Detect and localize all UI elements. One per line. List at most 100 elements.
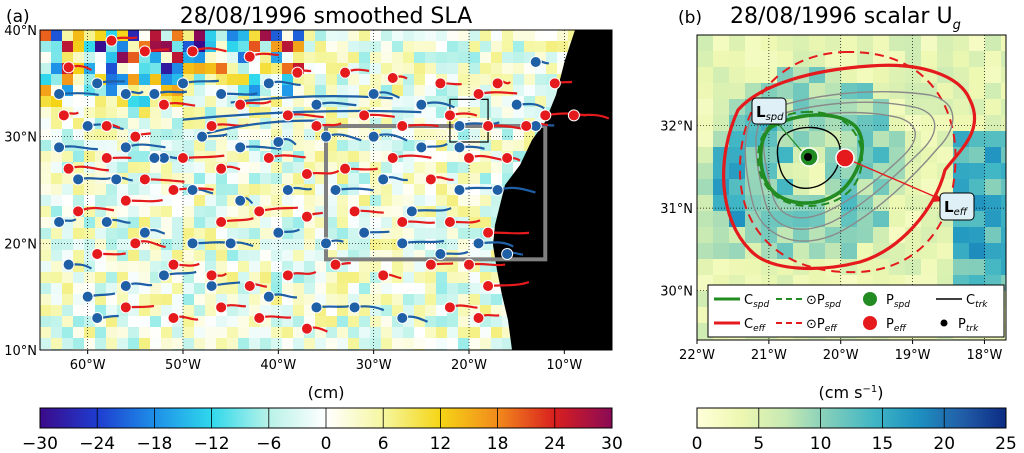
sla-cell [139,327,151,339]
sla-cell [436,327,448,339]
speed-cell [857,35,874,52]
sla-cell [403,129,415,141]
sla-cell [238,151,250,163]
sla-cell [447,41,459,53]
sla-cell [62,327,74,339]
sla-cell [216,195,228,207]
sla-cell [161,283,173,295]
sla-cell [172,63,184,75]
sla-cell [161,30,173,42]
sla-cell [348,283,360,295]
sla-cell [425,349,437,350]
sla-cell [370,107,382,119]
sla-cell [249,173,261,185]
sla-cell [491,96,503,108]
sla-cell [370,96,382,108]
cyclonic-eddy [529,56,542,68]
sla-cell [227,52,239,64]
sla-cell [194,63,206,75]
speed-cell [985,147,1002,164]
sla-cell [546,30,558,42]
speed-cell [1001,147,1006,164]
sla-cell [348,228,360,240]
sla-cell [524,52,536,64]
anticyclonic-eddy [339,66,352,79]
sla-cell [161,74,173,86]
sla-cell [106,63,118,75]
speed-cell [777,147,794,164]
sla-cell [447,118,459,130]
sla-cell [293,283,305,295]
anticyclonic-eddy [262,152,275,164]
sla-cell [216,184,228,196]
sla-cell [106,261,118,273]
speed-cell [1001,339,1006,340]
speed-cell [697,195,714,212]
sla-cell [458,228,470,240]
sla-cell [337,41,349,53]
sla-cell [128,85,140,97]
sla-cell [403,63,415,75]
colorbar-a-tick-label: 12 [430,434,452,453]
sla-cell [216,228,228,240]
legend-item: Ceff [714,317,767,334]
sla-cell [95,261,107,273]
speed-cell [985,83,1002,100]
sla-cell [194,327,206,339]
sla-cell [73,118,85,130]
sla-cell [205,217,217,229]
sla-cell [227,118,239,130]
sla-cell [491,349,503,350]
sla-cell [73,283,85,295]
sla-cell [139,30,151,42]
sla-cell [117,327,129,339]
sla-cell [359,195,371,207]
sla-cell [469,338,481,350]
sla-cell [249,63,261,75]
sla-cell [425,338,437,350]
sla-cell [183,261,195,273]
speed-cell [729,243,746,260]
sla-cell [326,41,338,53]
sla-cell [282,283,294,295]
sla-cell [95,228,107,240]
sla-cell [249,30,261,42]
sla-cell [414,85,426,97]
cyclonic-eddy [405,205,418,218]
sla-cell [95,217,107,229]
sla-cell [205,261,217,273]
sla-cell [425,206,437,218]
sla-cell [128,228,140,240]
sla-cell [172,118,184,130]
sla-cell [370,272,382,284]
cspd-contour [758,113,864,205]
sla-cell [205,305,217,317]
speed-cell [889,147,906,164]
speed-cell [921,179,938,196]
anticyclonic-eddy [472,312,485,324]
legend-label: Cspd [744,293,769,310]
sla-cell [95,52,107,64]
y-tick-label: 10°N [4,344,37,359]
sla-cell [370,140,382,152]
panel-b-contours [722,50,977,274]
speed-cell [745,51,762,68]
sla-cell [359,85,371,97]
sla-cell [260,272,272,284]
sla-cell [161,250,173,262]
sla-cell [150,30,162,42]
sla-cell [447,228,459,240]
sla-cell [73,184,85,196]
sla-cell [161,107,173,119]
sla-cell [106,96,118,108]
speed-cell [889,195,906,212]
sla-cell [282,129,294,141]
sla-cell [414,338,426,350]
anticyclonic-eddy [491,77,504,90]
sla-cell [381,162,393,174]
sla-cell [73,107,85,119]
sla-cell [447,261,459,273]
sla-cell [458,52,470,64]
sla-cell [271,118,283,130]
